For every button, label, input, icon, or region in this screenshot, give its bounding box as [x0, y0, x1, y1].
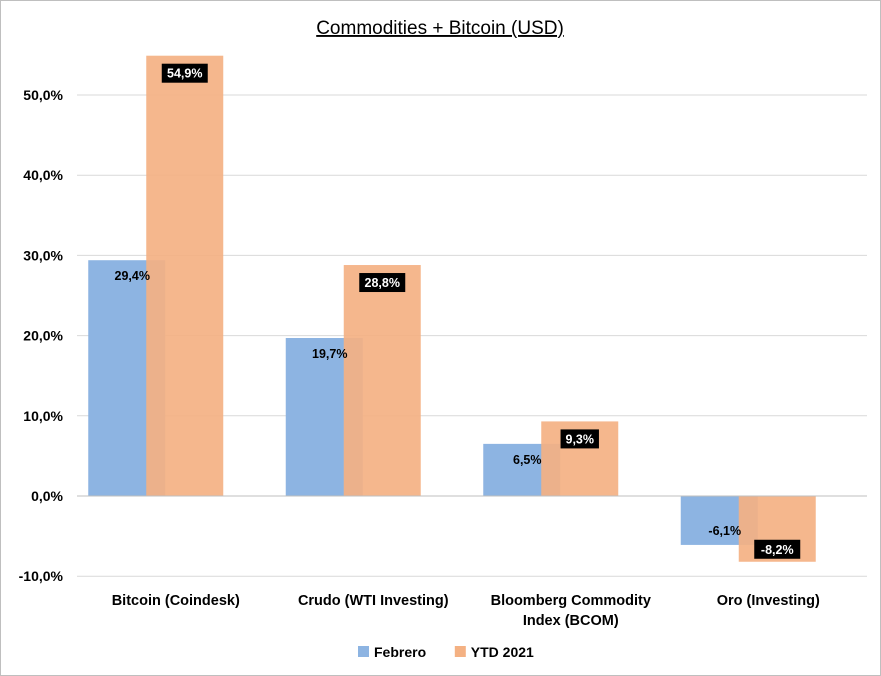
- x-category-label: Bitcoin (Coindesk): [112, 593, 240, 609]
- x-category-label: Bloomberg Commodity: [491, 593, 651, 609]
- data-label-febrero: 6,5%: [513, 453, 542, 467]
- data-labels: 29,4% 54,9% 19,7% 28,8% 6,5% 9,3% -6,1% -8,2%: [115, 63, 801, 559]
- data-label-box: [161, 63, 208, 83]
- data-label-ytd-2021: 9,3%: [566, 432, 595, 446]
- y-tick-label: 30,0%: [23, 247, 63, 263]
- legend-swatch-ytd-2021: [454, 646, 466, 657]
- data-label-ytd-2021: 54,9%: [167, 67, 202, 81]
- y-tick-label: 10,0%: [23, 408, 63, 424]
- data-label-febrero: -6,1%: [708, 524, 741, 538]
- data-label-febrero: 19,7%: [312, 347, 347, 361]
- x-category-label: Oro (Investing): [717, 593, 820, 609]
- data-label-box: [754, 539, 801, 559]
- bar-ytd-2021: [146, 55, 224, 497]
- y-axis-tick-labels: 50,0% 40,0% 30,0% 20,0% 10,0% 0,0% -10,0%: [19, 87, 64, 584]
- legend-label: YTD 2021: [471, 644, 534, 660]
- chart-title: Commodities + Bitcoin (USD): [316, 18, 564, 39]
- x-axis-category-labels: Bitcoin (Coindesk) Crudo (WTI Investing) B…: [112, 593, 820, 629]
- data-label-ytd-2021: -8,2%: [761, 543, 794, 557]
- y-tick-label: 50,0%: [23, 87, 63, 103]
- bar-ytd-2021: [343, 265, 421, 496]
- y-tick-label: 20,0%: [23, 328, 63, 344]
- data-label-febrero: 29,4%: [115, 269, 150, 283]
- bars: [88, 55, 816, 562]
- legend: Febrero YTD 2021: [358, 644, 534, 660]
- x-category-label: Crudo (WTI Investing): [298, 593, 449, 609]
- y-tick-label: 0,0%: [31, 488, 63, 504]
- data-label-box: [560, 429, 599, 449]
- x-category-label: Index (BCOM): [523, 613, 619, 629]
- y-tick-label: 40,0%: [23, 167, 63, 183]
- y-tick-label: -10,0%: [19, 568, 64, 584]
- data-label-box: [359, 273, 406, 293]
- data-label-ytd-2021: 28,8%: [365, 276, 400, 290]
- legend-swatch-febrero: [358, 646, 369, 657]
- legend-label: Febrero: [374, 644, 426, 660]
